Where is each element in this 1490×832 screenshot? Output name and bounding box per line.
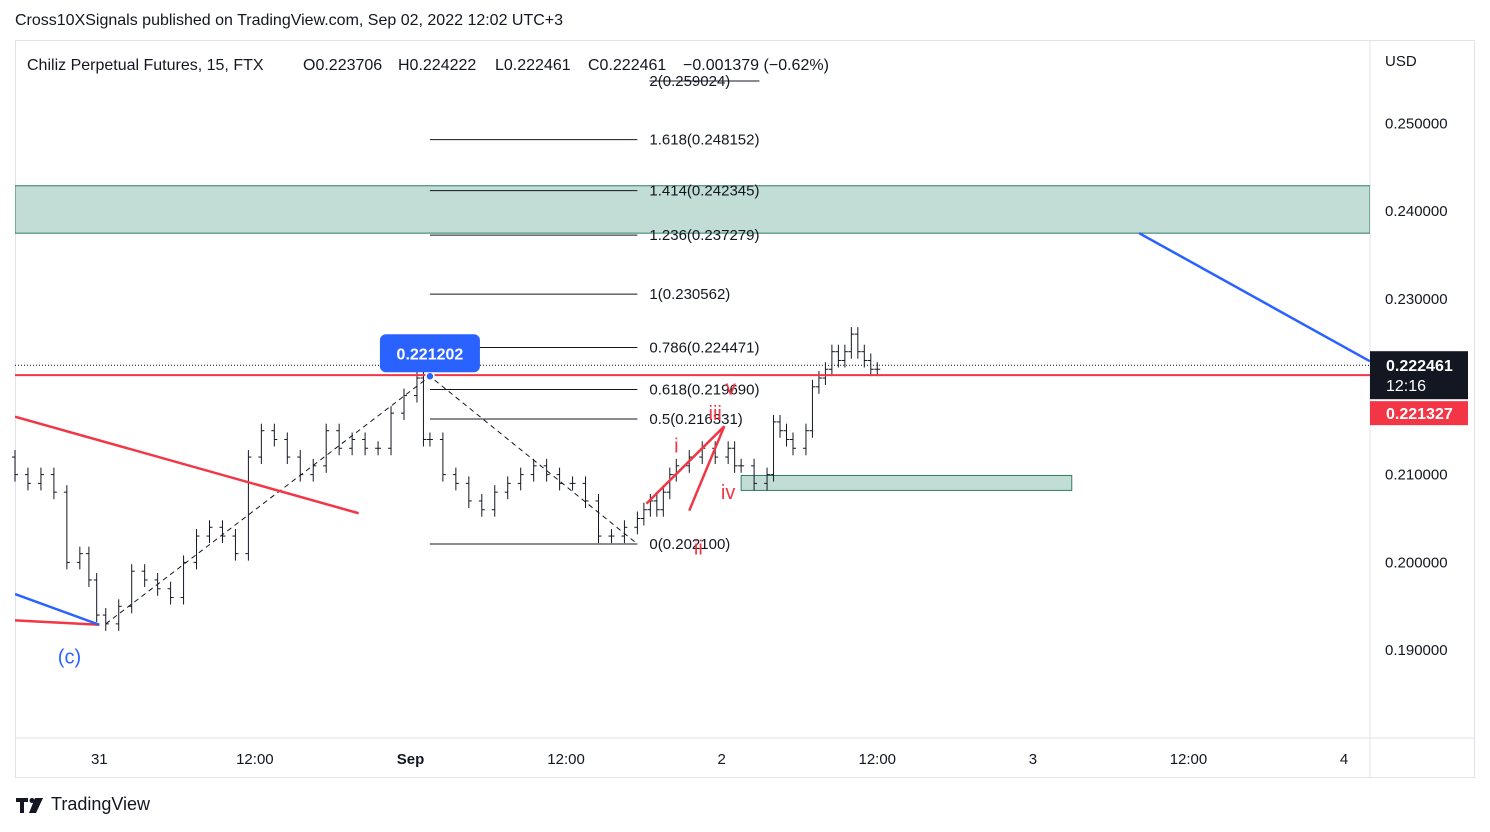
legend-item: H0.224222 [398,57,476,74]
time-tick-label: 31 [91,751,108,768]
red-wave-lines [645,425,726,512]
footer: TradingView [15,794,150,815]
fib-label: 1.236(0.237279) [649,227,759,244]
red-trendline [15,415,359,515]
chart-frame [15,40,1475,778]
current-price-label: 0.222461 [1386,358,1453,375]
red-line-price-label: 0.221327 [1386,406,1453,423]
support-zone [740,474,1073,491]
resistance-zone [15,185,1370,234]
legend-item: O0.223706 [303,57,382,74]
crosshair-badge [379,334,480,373]
red-trendline-lower [15,619,100,626]
price-tick-label: 0.250000 [1385,115,1448,132]
legend-item: Chiliz Perpetual Futures, 15, FTX [27,57,264,74]
current-price-badge [1370,351,1468,400]
fib-label: 2(0.259024) [649,73,730,90]
time-tick-label: 4 [1340,751,1348,768]
price-chart[interactable]: 2(0.259024) 1.618(0.248152) 1.414(0.242345… [0,0,1490,790]
legend-item: C0.222461 [588,57,666,74]
wave-label: (c) [58,646,81,668]
time-tick-label: 12:00 [236,751,274,768]
fib-label: 1.414(0.242345) [649,183,759,200]
crosshair-label: 0.221202 [397,346,464,363]
price-tick-label: 0.200000 [1385,554,1448,571]
fib-label: 0(0.202100) [649,536,730,553]
price-tick-label: 0.240000 [1385,203,1448,220]
fib-label: 0.5(0.216331) [649,411,742,428]
wave-label: iv [721,482,735,504]
legend-item: L0.222461 [495,57,571,74]
time-tick-label: 12:00 [858,751,896,768]
time-tick-label: Sep [397,751,425,768]
zigzag-line [105,375,638,625]
price-tick-label: 0.210000 [1385,467,1448,484]
currency-label: USD [1385,53,1417,70]
time-tick-label: 12:00 [1170,751,1208,768]
blue-trendline-left [15,592,100,626]
blue-projection-line [1138,232,1371,363]
wave-label: i [674,436,678,458]
red-line-price-badge [1370,401,1468,426]
wave-label: v [726,378,736,400]
wave-label: ii [694,538,703,560]
price-tick-label: 0.230000 [1385,291,1448,308]
tradingview-brand[interactable]: TradingView [51,794,151,814]
fib-label: 0.786(0.224471) [649,340,759,357]
price-tick-label: 0.190000 [1385,642,1448,659]
legend-item: −0.001379 (−0.62%) [683,57,829,74]
countdown-label: 12:16 [1386,378,1426,395]
time-tick-label: 2 [718,751,726,768]
crosshair-point [425,371,435,382]
fib-label: 1.618(0.248152) [649,132,759,149]
publish-header: Cross10XSignals published on TradingView… [15,12,564,29]
wave-label: iii [709,403,722,425]
time-tick-label: 3 [1029,751,1037,768]
fib-label: 0.618(0.219690) [649,382,759,399]
tradingview-logo-icon[interactable] [15,795,45,815]
fib-label: 1(0.230562) [649,286,730,303]
time-tick-label: 12:00 [547,751,585,768]
